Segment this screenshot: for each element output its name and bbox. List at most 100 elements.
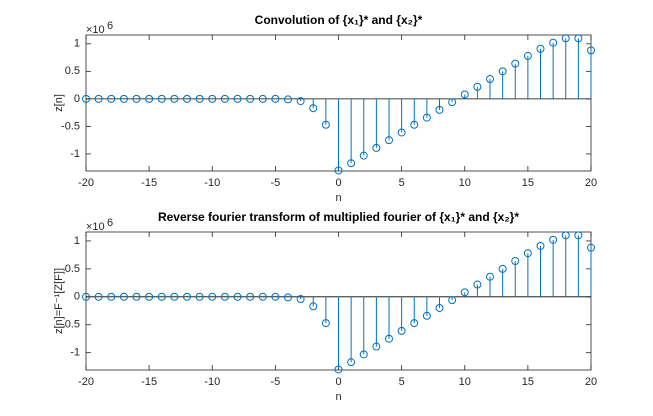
- stem-marker: [549, 38, 558, 47]
- stem-marker: [220, 94, 229, 103]
- stem-marker: [157, 292, 166, 301]
- stem-marker: [309, 104, 318, 113]
- stem-marker: [170, 292, 179, 301]
- stem-marker: [574, 231, 583, 240]
- stem-marker: [258, 94, 267, 103]
- stem-marker: [284, 95, 292, 104]
- x-tick-label: 0: [335, 177, 341, 189]
- stem-marker: [574, 34, 583, 43]
- stem-marker: [372, 143, 381, 152]
- stem-marker: [145, 292, 154, 301]
- multiplier: ×10: [86, 221, 105, 233]
- stem-marker: [347, 159, 356, 168]
- stem-marker: [145, 94, 154, 103]
- y-tick-label: 1: [74, 235, 80, 247]
- chart-title: Convolution of {x₁}* and {x₂}*: [255, 13, 423, 27]
- stem-marker: [220, 292, 229, 301]
- stem-marker: [473, 280, 482, 289]
- stem-marker: [246, 94, 255, 103]
- chart-title: Reverse fourier transform of multiplied …: [158, 210, 519, 224]
- stem-marker: [334, 365, 343, 374]
- stem-marker: [170, 94, 179, 103]
- y-tick-label: 0.5: [65, 263, 80, 275]
- stem-marker: [359, 151, 368, 160]
- x-axis-label: n: [335, 192, 341, 204]
- stem-marker: [422, 113, 431, 122]
- stem-marker: [284, 293, 292, 302]
- stem-marker: [511, 59, 520, 68]
- stem-marker: [385, 334, 393, 343]
- stem-marker: [271, 94, 280, 103]
- stem-marker: [410, 120, 419, 129]
- stem-marker: [82, 94, 90, 103]
- x-tick-label: 20: [585, 177, 597, 189]
- stem-marker: [448, 296, 457, 305]
- stem-marker: [422, 311, 431, 320]
- stem-marker: [511, 257, 520, 266]
- stem-marker: [536, 44, 545, 53]
- multiplier: ×10: [86, 24, 105, 36]
- stem-marker: [523, 51, 532, 60]
- stem-marker: [94, 292, 103, 301]
- y-tick-label: -0.5: [61, 319, 80, 331]
- stem-marker: [397, 326, 406, 335]
- stem-marker: [183, 292, 191, 301]
- stem-marker: [549, 235, 558, 244]
- stem-marker: [334, 166, 343, 175]
- stem-marker: [372, 342, 381, 351]
- stem-marker: [561, 34, 570, 43]
- stem-marker: [296, 97, 305, 106]
- y-axis-label: z[n]=F⁻¹[Z[F]]: [53, 268, 65, 334]
- stem-marker: [460, 90, 469, 99]
- stem-marker: [208, 94, 217, 103]
- y-axis-label: z[n]: [53, 94, 65, 112]
- stem-marker: [486, 272, 494, 281]
- stem-marker: [296, 295, 305, 304]
- stem-marker: [347, 358, 356, 367]
- stem-marker: [107, 292, 116, 301]
- stem-marker: [486, 75, 494, 84]
- x-tick-label: -20: [78, 177, 94, 189]
- stem-marker: [119, 292, 128, 301]
- x-tick-label: -5: [270, 376, 280, 388]
- stem-marker: [233, 292, 242, 301]
- stem-marker: [119, 94, 128, 103]
- multiplier-exponent: 6: [107, 20, 113, 32]
- stem-marker: [132, 292, 141, 301]
- y-tick-label: 0.5: [65, 65, 80, 77]
- stem-marker: [195, 94, 204, 103]
- stem-marker: [359, 350, 368, 359]
- stem-marker: [183, 94, 191, 103]
- stem-marker: [321, 120, 330, 129]
- x-tick-label: 0: [335, 376, 341, 388]
- stem-marker: [208, 292, 217, 301]
- stem-marker: [195, 292, 204, 301]
- stem-marker: [107, 94, 116, 103]
- y-tick-label: 0: [74, 291, 80, 303]
- x-tick-label: -10: [204, 376, 220, 388]
- x-tick-label: -20: [78, 376, 94, 388]
- x-tick-label: 5: [399, 376, 405, 388]
- stem-marker: [309, 302, 318, 311]
- stem-marker: [435, 303, 444, 312]
- y-tick-label: 1: [74, 38, 80, 50]
- stem-marker: [498, 264, 507, 273]
- x-tick-label: 10: [459, 376, 471, 388]
- stem-marker: [397, 128, 406, 137]
- stem-marker: [523, 249, 532, 258]
- y-tick-label: 0: [74, 93, 80, 105]
- stem-marker: [460, 288, 469, 297]
- stem-marker: [536, 241, 545, 250]
- stem-marker: [561, 231, 570, 240]
- x-tick-label: -15: [141, 177, 157, 189]
- stem-marker: [498, 67, 507, 76]
- stem-marker: [410, 319, 419, 328]
- x-tick-label: -5: [270, 177, 280, 189]
- x-tick-label: -10: [204, 177, 220, 189]
- stem-marker: [271, 292, 280, 301]
- x-tick-label: 15: [522, 177, 534, 189]
- multiplier-exponent: 6: [107, 217, 113, 229]
- stem-marker: [246, 292, 255, 301]
- stem-marker: [587, 243, 595, 252]
- x-tick-label: 5: [399, 177, 405, 189]
